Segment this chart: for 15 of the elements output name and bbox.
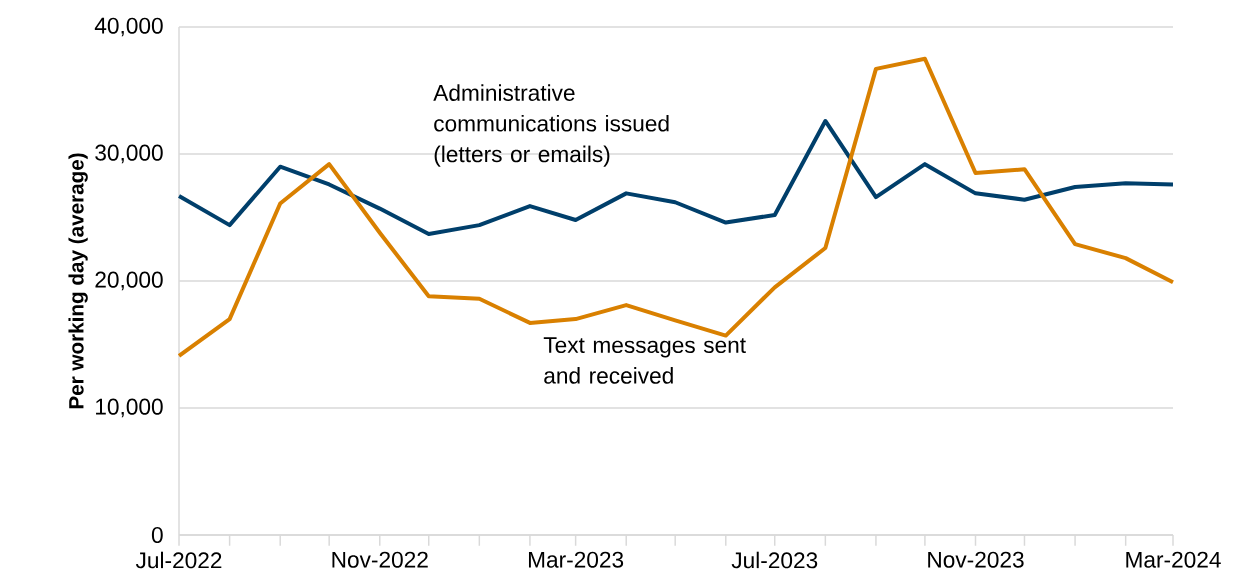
y-tick-label: 20,000 — [95, 271, 163, 291]
y-tick-label: 0 — [151, 526, 163, 544]
x-tick-label: Nov-2022 — [332, 551, 428, 568]
x-tick-label: Mar-2023 — [528, 551, 624, 568]
x-tick-label: Jul-2022 — [135, 551, 222, 569]
series-label: Text messages sent and received — [543, 337, 746, 384]
x-tick-label: Nov-2023 — [928, 551, 1024, 568]
y-tick-label: 10,000 — [96, 398, 163, 418]
y-tick-label: 30,000 — [95, 144, 163, 164]
y-axis-title: Per working day (average) — [68, 153, 88, 409]
x-tick-label: Mar-2024 — [1126, 551, 1221, 568]
series-label: Administrative communications issued (letters or emails) — [433, 84, 669, 167]
y-tick-label: 40,000 — [94, 17, 163, 37]
line-series — [177, 56, 1175, 358]
x-tick-label: Jul-2023 — [731, 551, 818, 569]
